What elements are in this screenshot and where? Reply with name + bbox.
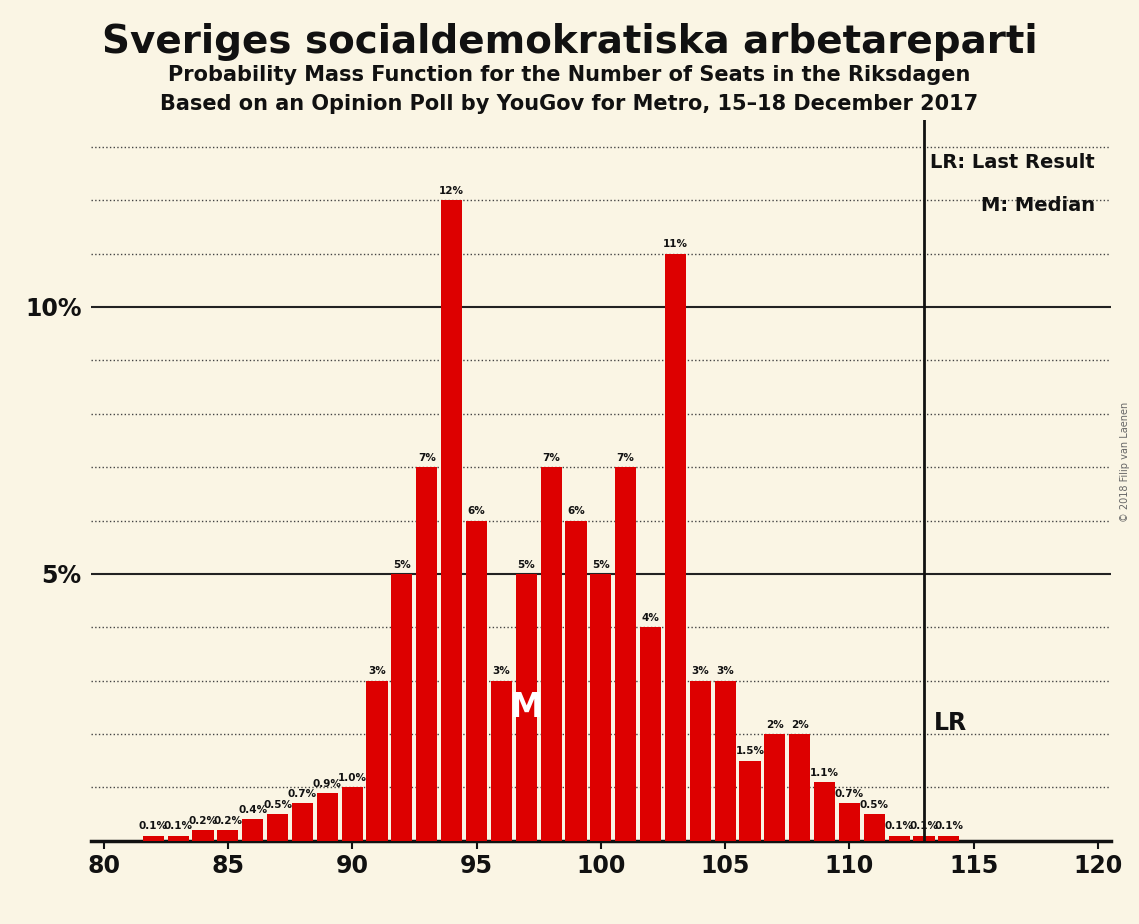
Bar xyxy=(814,782,835,841)
Bar xyxy=(516,574,536,841)
Text: 5%: 5% xyxy=(393,560,411,569)
Text: 0.9%: 0.9% xyxy=(313,779,342,788)
Text: LR: Last Result: LR: Last Result xyxy=(931,152,1096,172)
Bar xyxy=(218,830,238,841)
Text: 0.7%: 0.7% xyxy=(288,789,317,799)
Bar xyxy=(863,814,885,841)
Bar xyxy=(317,793,338,841)
Bar xyxy=(192,830,214,841)
Bar xyxy=(292,804,313,841)
Bar xyxy=(839,804,860,841)
Bar xyxy=(167,835,189,841)
Bar xyxy=(565,520,587,841)
Bar xyxy=(739,760,761,841)
Bar xyxy=(714,681,736,841)
Text: M: Median: M: Median xyxy=(981,196,1096,214)
Text: 11%: 11% xyxy=(663,239,688,249)
Bar xyxy=(665,253,686,841)
Text: 3%: 3% xyxy=(691,666,710,676)
Bar xyxy=(466,520,487,841)
Text: 0.2%: 0.2% xyxy=(213,816,243,826)
Bar xyxy=(367,681,387,841)
Text: Probability Mass Function for the Number of Seats in the Riksdagen: Probability Mass Function for the Number… xyxy=(169,65,970,85)
Bar xyxy=(690,681,711,841)
Bar xyxy=(392,574,412,841)
Text: 3%: 3% xyxy=(492,666,510,676)
Text: 5%: 5% xyxy=(517,560,535,569)
Text: 0.5%: 0.5% xyxy=(860,800,888,809)
Text: 7%: 7% xyxy=(616,453,634,463)
Text: M: M xyxy=(509,691,543,723)
Bar xyxy=(342,787,362,841)
Bar xyxy=(541,468,562,841)
Text: 1.1%: 1.1% xyxy=(810,768,839,778)
Text: 0.2%: 0.2% xyxy=(189,816,218,826)
Text: 2%: 2% xyxy=(767,720,784,730)
Bar xyxy=(789,734,810,841)
Text: 2%: 2% xyxy=(790,720,809,730)
Text: 5%: 5% xyxy=(592,560,609,569)
Text: 0.1%: 0.1% xyxy=(139,821,167,832)
Text: 6%: 6% xyxy=(468,506,485,517)
Bar xyxy=(764,734,786,841)
Text: 0.5%: 0.5% xyxy=(263,800,292,809)
Text: © 2018 Filip van Laenen: © 2018 Filip van Laenen xyxy=(1121,402,1130,522)
Text: 1.0%: 1.0% xyxy=(337,773,367,784)
Bar xyxy=(142,835,164,841)
Bar xyxy=(888,835,910,841)
Text: 3%: 3% xyxy=(368,666,386,676)
Text: Sveriges socialdemokratiska arbetareparti: Sveriges socialdemokratiska arbetarepart… xyxy=(101,23,1038,61)
Text: 12%: 12% xyxy=(440,186,464,196)
Bar xyxy=(491,681,511,841)
Bar xyxy=(416,468,437,841)
Bar xyxy=(590,574,612,841)
Bar xyxy=(939,835,959,841)
Text: 0.1%: 0.1% xyxy=(885,821,913,832)
Text: 0.1%: 0.1% xyxy=(164,821,192,832)
Bar xyxy=(615,468,637,841)
Text: 7%: 7% xyxy=(418,453,436,463)
Text: 0.1%: 0.1% xyxy=(934,821,964,832)
Text: 7%: 7% xyxy=(542,453,560,463)
Text: 1.5%: 1.5% xyxy=(736,747,764,757)
Bar xyxy=(267,814,288,841)
Text: 0.1%: 0.1% xyxy=(910,821,939,832)
Text: LR: LR xyxy=(934,711,967,736)
Text: 4%: 4% xyxy=(641,613,659,623)
Bar xyxy=(640,627,661,841)
Text: 3%: 3% xyxy=(716,666,734,676)
Bar xyxy=(913,835,935,841)
Text: 0.7%: 0.7% xyxy=(835,789,865,799)
Text: 6%: 6% xyxy=(567,506,584,517)
Text: 0.4%: 0.4% xyxy=(238,805,268,815)
Text: Based on an Opinion Poll by YouGov for Metro, 15–18 December 2017: Based on an Opinion Poll by YouGov for M… xyxy=(161,94,978,115)
Bar xyxy=(243,820,263,841)
Bar xyxy=(441,201,462,841)
